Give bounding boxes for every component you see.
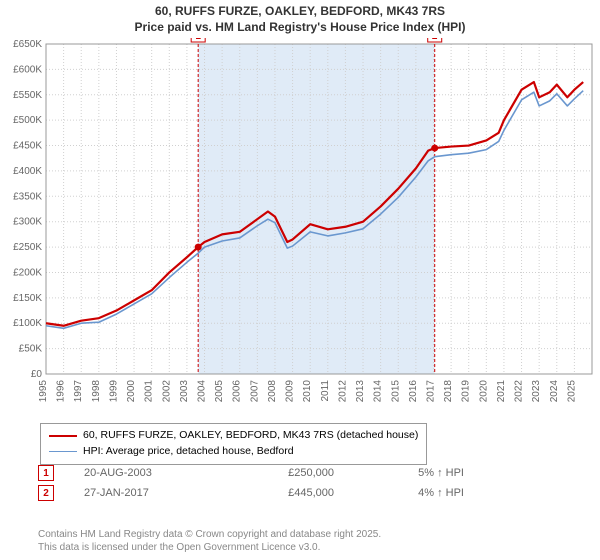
marker-price: £445,000: [234, 487, 334, 499]
title-line-1: 60, RUFFS FURZE, OAKLEY, BEDFORD, MK43 7…: [0, 4, 600, 20]
svg-text:£300K: £300K: [13, 217, 42, 228]
svg-text:2012: 2012: [337, 380, 348, 403]
svg-text:2020: 2020: [478, 380, 489, 403]
legend-label: HPI: Average price, detached house, Bedf…: [83, 444, 294, 460]
svg-text:2006: 2006: [232, 380, 243, 403]
svg-text:2011: 2011: [320, 380, 331, 402]
svg-text:1999: 1999: [108, 380, 119, 403]
marker-num: 2: [38, 485, 54, 501]
marker-date: 20-AUG-2003: [84, 467, 204, 479]
svg-text:2: 2: [432, 38, 438, 42]
marker-row: 1 20-AUG-2003 £250,000 5% ↑ HPI: [38, 465, 464, 481]
svg-text:£50K: £50K: [19, 344, 43, 355]
svg-text:2019: 2019: [461, 380, 472, 403]
svg-text:£200K: £200K: [13, 267, 42, 278]
svg-text:2023: 2023: [531, 380, 542, 403]
svg-text:2009: 2009: [285, 380, 296, 403]
svg-text:2018: 2018: [443, 380, 454, 403]
svg-text:2010: 2010: [302, 380, 313, 403]
marker-row: 2 27-JAN-2017 £445,000 4% ↑ HPI: [38, 485, 464, 501]
marker-pct: 4% ↑ HPI: [364, 487, 464, 499]
chart-area: £0 £50K £100K £150K £200K £250K £300K £350K £400…: [0, 38, 600, 418]
legend-swatch: [49, 435, 77, 438]
chart-svg: £0 £50K £100K £150K £200K £250K £300K £350K £400…: [0, 38, 600, 418]
legend-label: 60, RUFFS FURZE, OAKLEY, BEDFORD, MK43 7…: [83, 428, 418, 444]
svg-text:2024: 2024: [549, 380, 560, 403]
svg-text:1995: 1995: [38, 380, 49, 403]
svg-text:2022: 2022: [514, 380, 525, 403]
svg-text:2002: 2002: [161, 380, 172, 403]
chart-container: 60, RUFFS FURZE, OAKLEY, BEDFORD, MK43 7…: [0, 0, 600, 560]
svg-text:2025: 2025: [566, 380, 577, 403]
footer-line-1: Contains HM Land Registry data © Crown c…: [38, 528, 381, 541]
svg-text:2013: 2013: [355, 380, 366, 403]
svg-text:2004: 2004: [197, 380, 208, 403]
svg-text:2008: 2008: [267, 380, 278, 403]
title-line-2: Price paid vs. HM Land Registry's House …: [0, 20, 600, 36]
marker-num: 1: [38, 465, 54, 481]
footer: Contains HM Land Registry data © Crown c…: [38, 528, 381, 554]
svg-text:£250K: £250K: [13, 242, 42, 253]
svg-text:2021: 2021: [496, 380, 507, 403]
svg-text:1: 1: [195, 38, 201, 42]
marker-price: £250,000: [234, 467, 334, 479]
svg-text:1997: 1997: [73, 380, 84, 403]
legend-row: HPI: Average price, detached house, Bedf…: [49, 444, 418, 460]
svg-text:2001: 2001: [144, 380, 155, 403]
marker-table: 1 20-AUG-2003 £250,000 5% ↑ HPI 2 27-JAN-2017…: [38, 465, 464, 505]
svg-text:2015: 2015: [390, 380, 401, 403]
svg-text:2017: 2017: [425, 380, 436, 403]
svg-text:£650K: £650K: [13, 39, 42, 50]
svg-text:£500K: £500K: [13, 115, 42, 126]
svg-text:£100K: £100K: [13, 318, 42, 329]
svg-text:£400K: £400K: [13, 166, 42, 177]
marker-date: 27-JAN-2017: [84, 487, 204, 499]
svg-text:2016: 2016: [408, 380, 419, 403]
legend: 60, RUFFS FURZE, OAKLEY, BEDFORD, MK43 7…: [40, 423, 427, 465]
svg-text:2003: 2003: [179, 380, 190, 403]
svg-text:1998: 1998: [91, 380, 102, 403]
svg-text:1996: 1996: [56, 380, 67, 403]
footer-line-2: This data is licensed under the Open Gov…: [38, 541, 381, 554]
svg-text:2005: 2005: [214, 380, 225, 403]
marker-pct: 5% ↑ HPI: [364, 467, 464, 479]
legend-row: 60, RUFFS FURZE, OAKLEY, BEDFORD, MK43 7…: [49, 428, 418, 444]
svg-text:2000: 2000: [126, 380, 137, 403]
svg-text:£0: £0: [31, 369, 43, 380]
svg-text:2014: 2014: [373, 380, 384, 403]
title-block: 60, RUFFS FURZE, OAKLEY, BEDFORD, MK43 7…: [0, 0, 600, 35]
svg-text:£350K: £350K: [13, 191, 42, 202]
legend-swatch: [49, 451, 77, 453]
svg-text:£450K: £450K: [13, 141, 42, 152]
svg-text:2007: 2007: [249, 380, 260, 403]
svg-text:£150K: £150K: [13, 293, 42, 304]
svg-text:£550K: £550K: [13, 90, 42, 101]
svg-text:£600K: £600K: [13, 64, 42, 75]
